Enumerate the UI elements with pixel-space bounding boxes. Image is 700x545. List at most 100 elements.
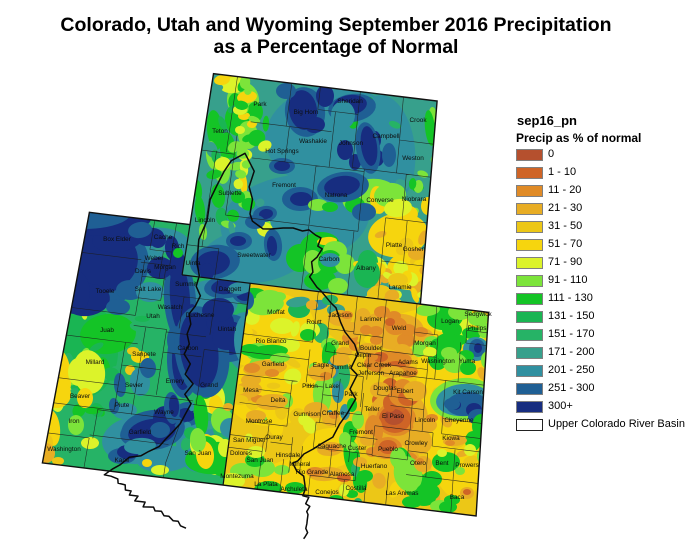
svg-text:Larimer: Larimer <box>360 316 383 323</box>
svg-text:Tooele: Tooele <box>96 288 115 295</box>
svg-text:Grand: Grand <box>200 382 218 389</box>
svg-text:Platte: Platte <box>386 242 403 249</box>
svg-text:Prowers: Prowers <box>455 462 478 469</box>
svg-text:Carbon: Carbon <box>178 345 199 352</box>
svg-text:Lincoln: Lincoln <box>415 417 436 424</box>
svg-text:San Juan: San Juan <box>184 450 211 457</box>
svg-text:Duchesne: Duchesne <box>186 312 215 319</box>
svg-text:Clear Creek: Clear Creek <box>357 362 392 369</box>
svg-text:Routt: Routt <box>306 319 321 326</box>
svg-text:Washington: Washington <box>47 446 81 453</box>
svg-text:Yuma: Yuma <box>459 358 476 365</box>
svg-text:Wasatch: Wasatch <box>158 304 183 311</box>
svg-text:Elbert: Elbert <box>397 388 414 395</box>
svg-text:Mineral: Mineral <box>290 461 311 468</box>
svg-text:Delta: Delta <box>271 397 286 404</box>
svg-text:Bent: Bent <box>435 460 448 467</box>
svg-text:Jackson: Jackson <box>328 312 352 319</box>
svg-text:Wayne: Wayne <box>154 409 174 416</box>
svg-text:Summit: Summit <box>175 281 197 288</box>
svg-text:Niobrara: Niobrara <box>402 196 427 203</box>
svg-text:Morgan: Morgan <box>414 340 436 347</box>
svg-text:La Plata: La Plata <box>254 481 278 488</box>
svg-text:Crowley: Crowley <box>404 440 428 447</box>
svg-text:Adams: Adams <box>398 359 418 366</box>
svg-text:Weston: Weston <box>402 155 424 162</box>
svg-text:Iron: Iron <box>68 418 79 425</box>
svg-text:Arapahoe: Arapahoe <box>389 370 417 377</box>
svg-text:Juab: Juab <box>100 327 114 334</box>
svg-text:Beaver: Beaver <box>70 393 91 400</box>
svg-text:Washington: Washington <box>421 358 455 365</box>
svg-text:Johnson: Johnson <box>339 140 364 147</box>
svg-text:Archuleta: Archuleta <box>281 486 308 493</box>
svg-text:Teller: Teller <box>364 406 380 413</box>
svg-text:Sevier: Sevier <box>125 382 144 389</box>
svg-text:Kiowa: Kiowa <box>442 435 460 442</box>
svg-text:Otero: Otero <box>410 460 426 467</box>
svg-text:Box Elder: Box Elder <box>103 236 132 243</box>
svg-text:Park: Park <box>253 101 267 108</box>
svg-text:Las Animas: Las Animas <box>385 490 418 497</box>
svg-text:Garfield: Garfield <box>129 429 152 436</box>
svg-text:Carbon: Carbon <box>319 256 340 263</box>
svg-text:Moffat: Moffat <box>267 309 285 316</box>
svg-text:Albany: Albany <box>356 265 376 272</box>
svg-text:Rio Grande: Rio Grande <box>296 469 329 476</box>
svg-text:Laramie: Laramie <box>388 284 412 291</box>
svg-text:Millard: Millard <box>86 359 105 366</box>
svg-text:Emery: Emery <box>166 378 185 385</box>
svg-text:Dolores: Dolores <box>230 450 252 457</box>
svg-text:Huerfano: Huerfano <box>361 463 388 470</box>
svg-text:Alamosa: Alamosa <box>330 471 355 478</box>
svg-text:Fremont: Fremont <box>272 182 296 189</box>
svg-text:Summit: Summit <box>330 364 352 371</box>
svg-text:Grand: Grand <box>331 340 349 347</box>
svg-text:Rio Blanco: Rio Blanco <box>256 338 287 345</box>
svg-text:San Juan: San Juan <box>246 457 273 464</box>
svg-text:Jefferson: Jefferson <box>358 370 385 377</box>
svg-text:Sanpete: Sanpete <box>132 351 156 358</box>
svg-text:Lincoln: Lincoln <box>195 217 216 224</box>
svg-text:Weld: Weld <box>392 325 407 332</box>
svg-text:Cache: Cache <box>154 234 173 241</box>
svg-text:Ouray: Ouray <box>265 434 283 441</box>
svg-text:Daggett: Daggett <box>219 286 242 293</box>
svg-text:Garfield: Garfield <box>262 361 285 368</box>
svg-text:Campbell: Campbell <box>373 133 400 140</box>
svg-text:Douglas: Douglas <box>373 385 396 392</box>
svg-text:Uintah: Uintah <box>218 326 237 333</box>
svg-text:Piute: Piute <box>115 402 130 409</box>
svg-text:Washakie: Washakie <box>299 138 327 145</box>
svg-text:Eagle: Eagle <box>313 362 330 369</box>
svg-text:Lake: Lake <box>325 383 339 390</box>
svg-text:Custer: Custer <box>348 445 368 452</box>
svg-text:Chaffee: Chaffee <box>322 410 345 417</box>
svg-text:Hot Springs: Hot Springs <box>265 148 298 155</box>
svg-text:Uinta: Uinta <box>186 260 201 267</box>
svg-text:Converse: Converse <box>366 197 394 204</box>
svg-text:Fremont: Fremont <box>349 429 373 436</box>
svg-text:Philips: Philips <box>468 325 487 332</box>
svg-text:Kane: Kane <box>115 457 130 464</box>
svg-text:Gunnison: Gunnison <box>293 411 321 418</box>
svg-text:Davis: Davis <box>135 268 151 275</box>
svg-text:Weber: Weber <box>145 255 165 262</box>
svg-text:Hinsdale: Hinsdale <box>276 452 301 459</box>
svg-text:Sublette: Sublette <box>218 190 242 197</box>
svg-text:Natrona: Natrona <box>325 192 348 199</box>
svg-text:Mesa: Mesa <box>243 387 259 394</box>
svg-text:Salt Lake: Salt Lake <box>135 286 162 293</box>
svg-text:El Paso: El Paso <box>382 413 404 420</box>
svg-text:Boulder: Boulder <box>360 345 383 352</box>
svg-text:Gilpin: Gilpin <box>355 352 372 359</box>
svg-text:Logan: Logan <box>441 318 459 325</box>
svg-text:Goshen: Goshen <box>403 246 426 253</box>
svg-text:Baca: Baca <box>450 494 465 501</box>
svg-text:Rich: Rich <box>172 243 185 250</box>
svg-text:Cheyenne: Cheyenne <box>444 417 474 424</box>
svg-text:Sedgwick: Sedgwick <box>464 311 492 318</box>
svg-text:Costilla: Costilla <box>346 485 367 492</box>
svg-text:Pueblo: Pueblo <box>378 446 398 453</box>
svg-text:Sweetwater: Sweetwater <box>237 252 271 259</box>
